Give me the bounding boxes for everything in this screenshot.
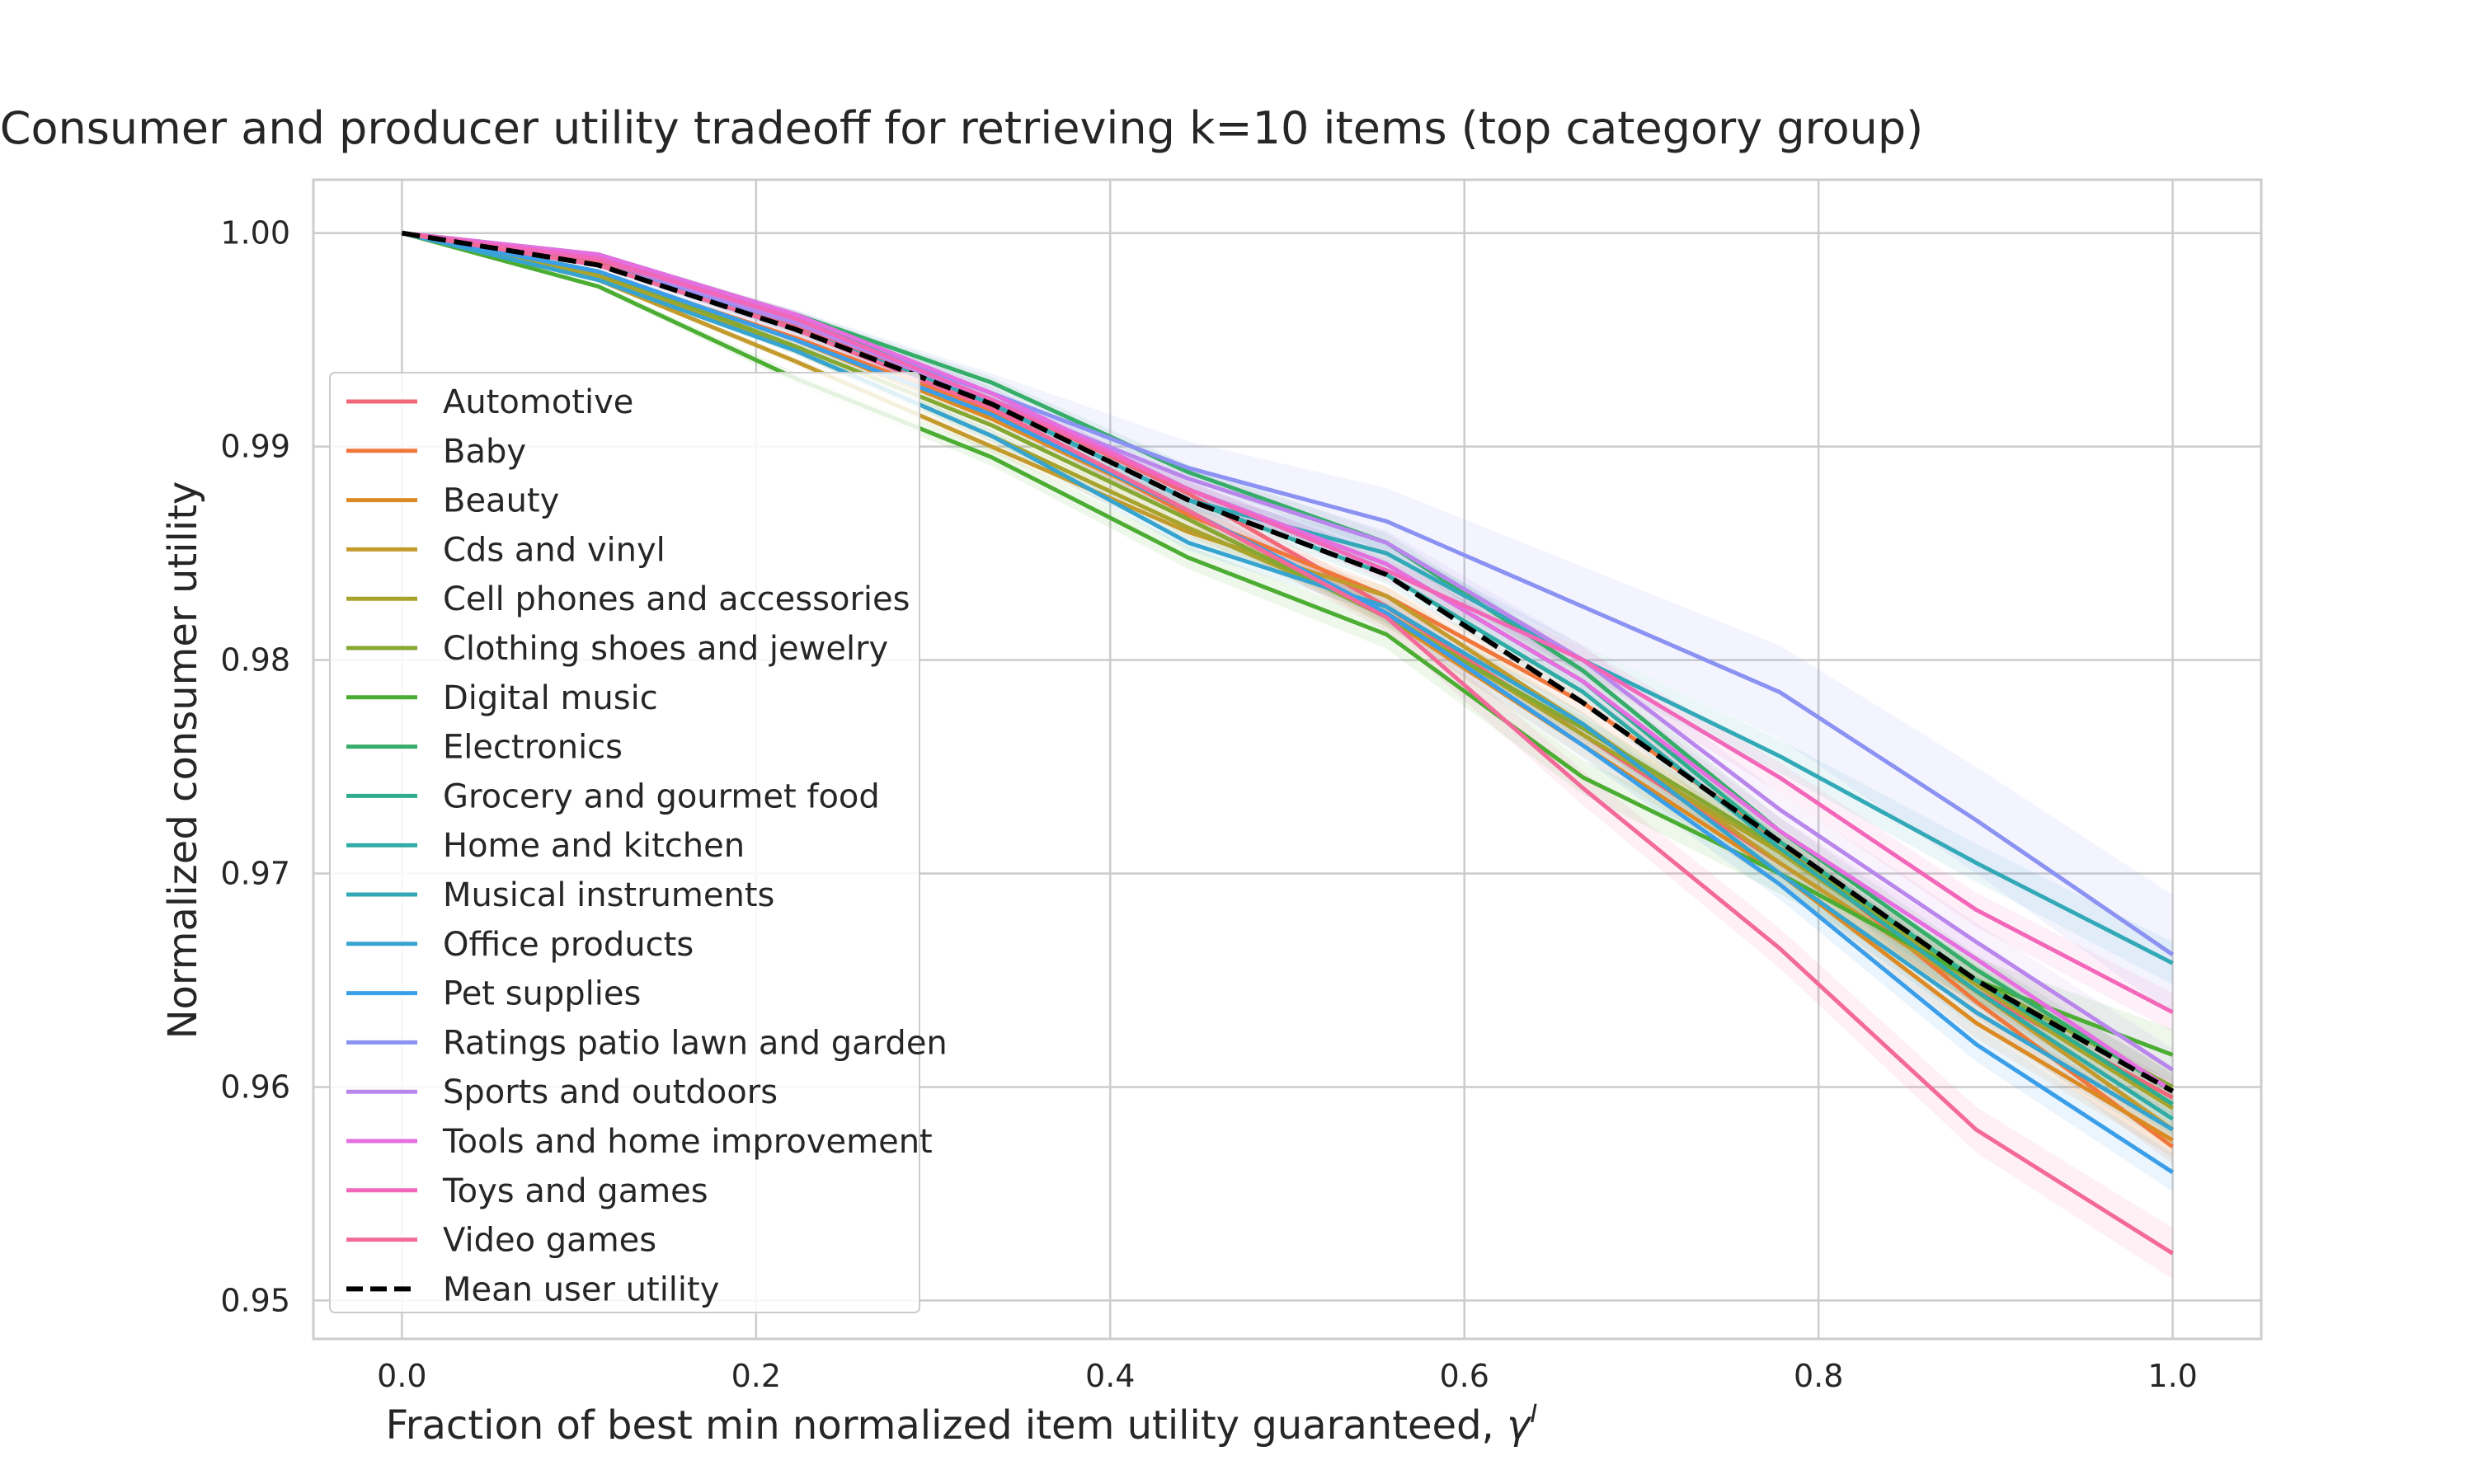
- legend-label: Automotive: [443, 383, 633, 421]
- series-line: [402, 231, 2174, 1015]
- series-line: [402, 231, 2174, 1093]
- legend-label: Tools and home improvement: [442, 1123, 933, 1161]
- legend-label: Mean user utility: [443, 1270, 719, 1308]
- series-line: [401, 231, 2174, 1057]
- legend-label: Electronics: [443, 729, 623, 767]
- legend-label: Ratings patio lawn and garden: [443, 1024, 948, 1062]
- legend-label: Cell phones and accessories: [443, 580, 910, 618]
- x-axis-label-superscript: I: [1530, 1400, 1537, 1429]
- x-tick-label: 1.0: [2147, 1358, 2197, 1394]
- x-axis-label-text: Fraction of best min normalized item uti…: [386, 1402, 1507, 1449]
- legend-label: Sports and outdoors: [443, 1073, 778, 1111]
- series-line: [401, 231, 2174, 1089]
- x-tick-label: 0.4: [1085, 1358, 1135, 1394]
- legend-label: Baby: [443, 433, 526, 471]
- legend-label: Home and kitchen: [443, 827, 745, 865]
- y-tick-label: 0.95: [220, 1282, 290, 1318]
- legend-label: Pet supplies: [443, 975, 641, 1013]
- y-tick-label: 0.98: [220, 642, 290, 679]
- y-axis-ticks: 0.95 0.96 0.97 0.98 0.99 1.00: [220, 215, 290, 1319]
- y-tick-label: 1.00: [220, 215, 290, 251]
- x-axis-label-symbol: γ: [1507, 1402, 1532, 1449]
- x-tick-label: 0.8: [1794, 1358, 1843, 1394]
- legend: Automotive Baby Beauty Cds and vinyl Cell ph…: [329, 372, 948, 1313]
- plot-frame: [312, 178, 2263, 1341]
- legend-label: Cds and vinyl: [443, 531, 666, 569]
- y-tick-label: 0.96: [220, 1068, 290, 1105]
- x-axis-ticks: 0.0 0.2 0.4 0.6 0.8 1.0: [377, 1358, 2198, 1394]
- x-tick-label: 0.2: [731, 1358, 781, 1394]
- series-line: [401, 231, 2174, 1132]
- legend-label: Digital music: [443, 679, 658, 717]
- legend-label: Grocery and gourmet food: [443, 777, 880, 815]
- legend-label: Toys and games: [442, 1172, 708, 1210]
- y-tick-label: 0.99: [220, 429, 290, 465]
- legend-label: Clothing shoes and jewelry: [443, 630, 888, 668]
- y-axis-label: Normalized consumer utility: [160, 481, 206, 1040]
- chart-title: Consumer and producer utility tradeoff f…: [0, 102, 1923, 154]
- mean-series-line: [401, 230, 2175, 1094]
- legend-label: Beauty: [443, 482, 559, 520]
- series-line: [401, 231, 2175, 956]
- x-tick-label: 0.0: [377, 1358, 426, 1394]
- legend-label: Office products: [443, 926, 694, 964]
- y-tick-label: 0.97: [220, 856, 290, 892]
- x-axis-label: Fraction of best min normalized item uti…: [386, 1400, 1538, 1449]
- legend-label: Video games: [443, 1222, 656, 1260]
- x-tick-label: 0.6: [1440, 1358, 1489, 1394]
- legend-label: Musical instruments: [443, 876, 774, 914]
- series-lines: [401, 230, 2175, 1256]
- legend-box: [329, 372, 920, 1313]
